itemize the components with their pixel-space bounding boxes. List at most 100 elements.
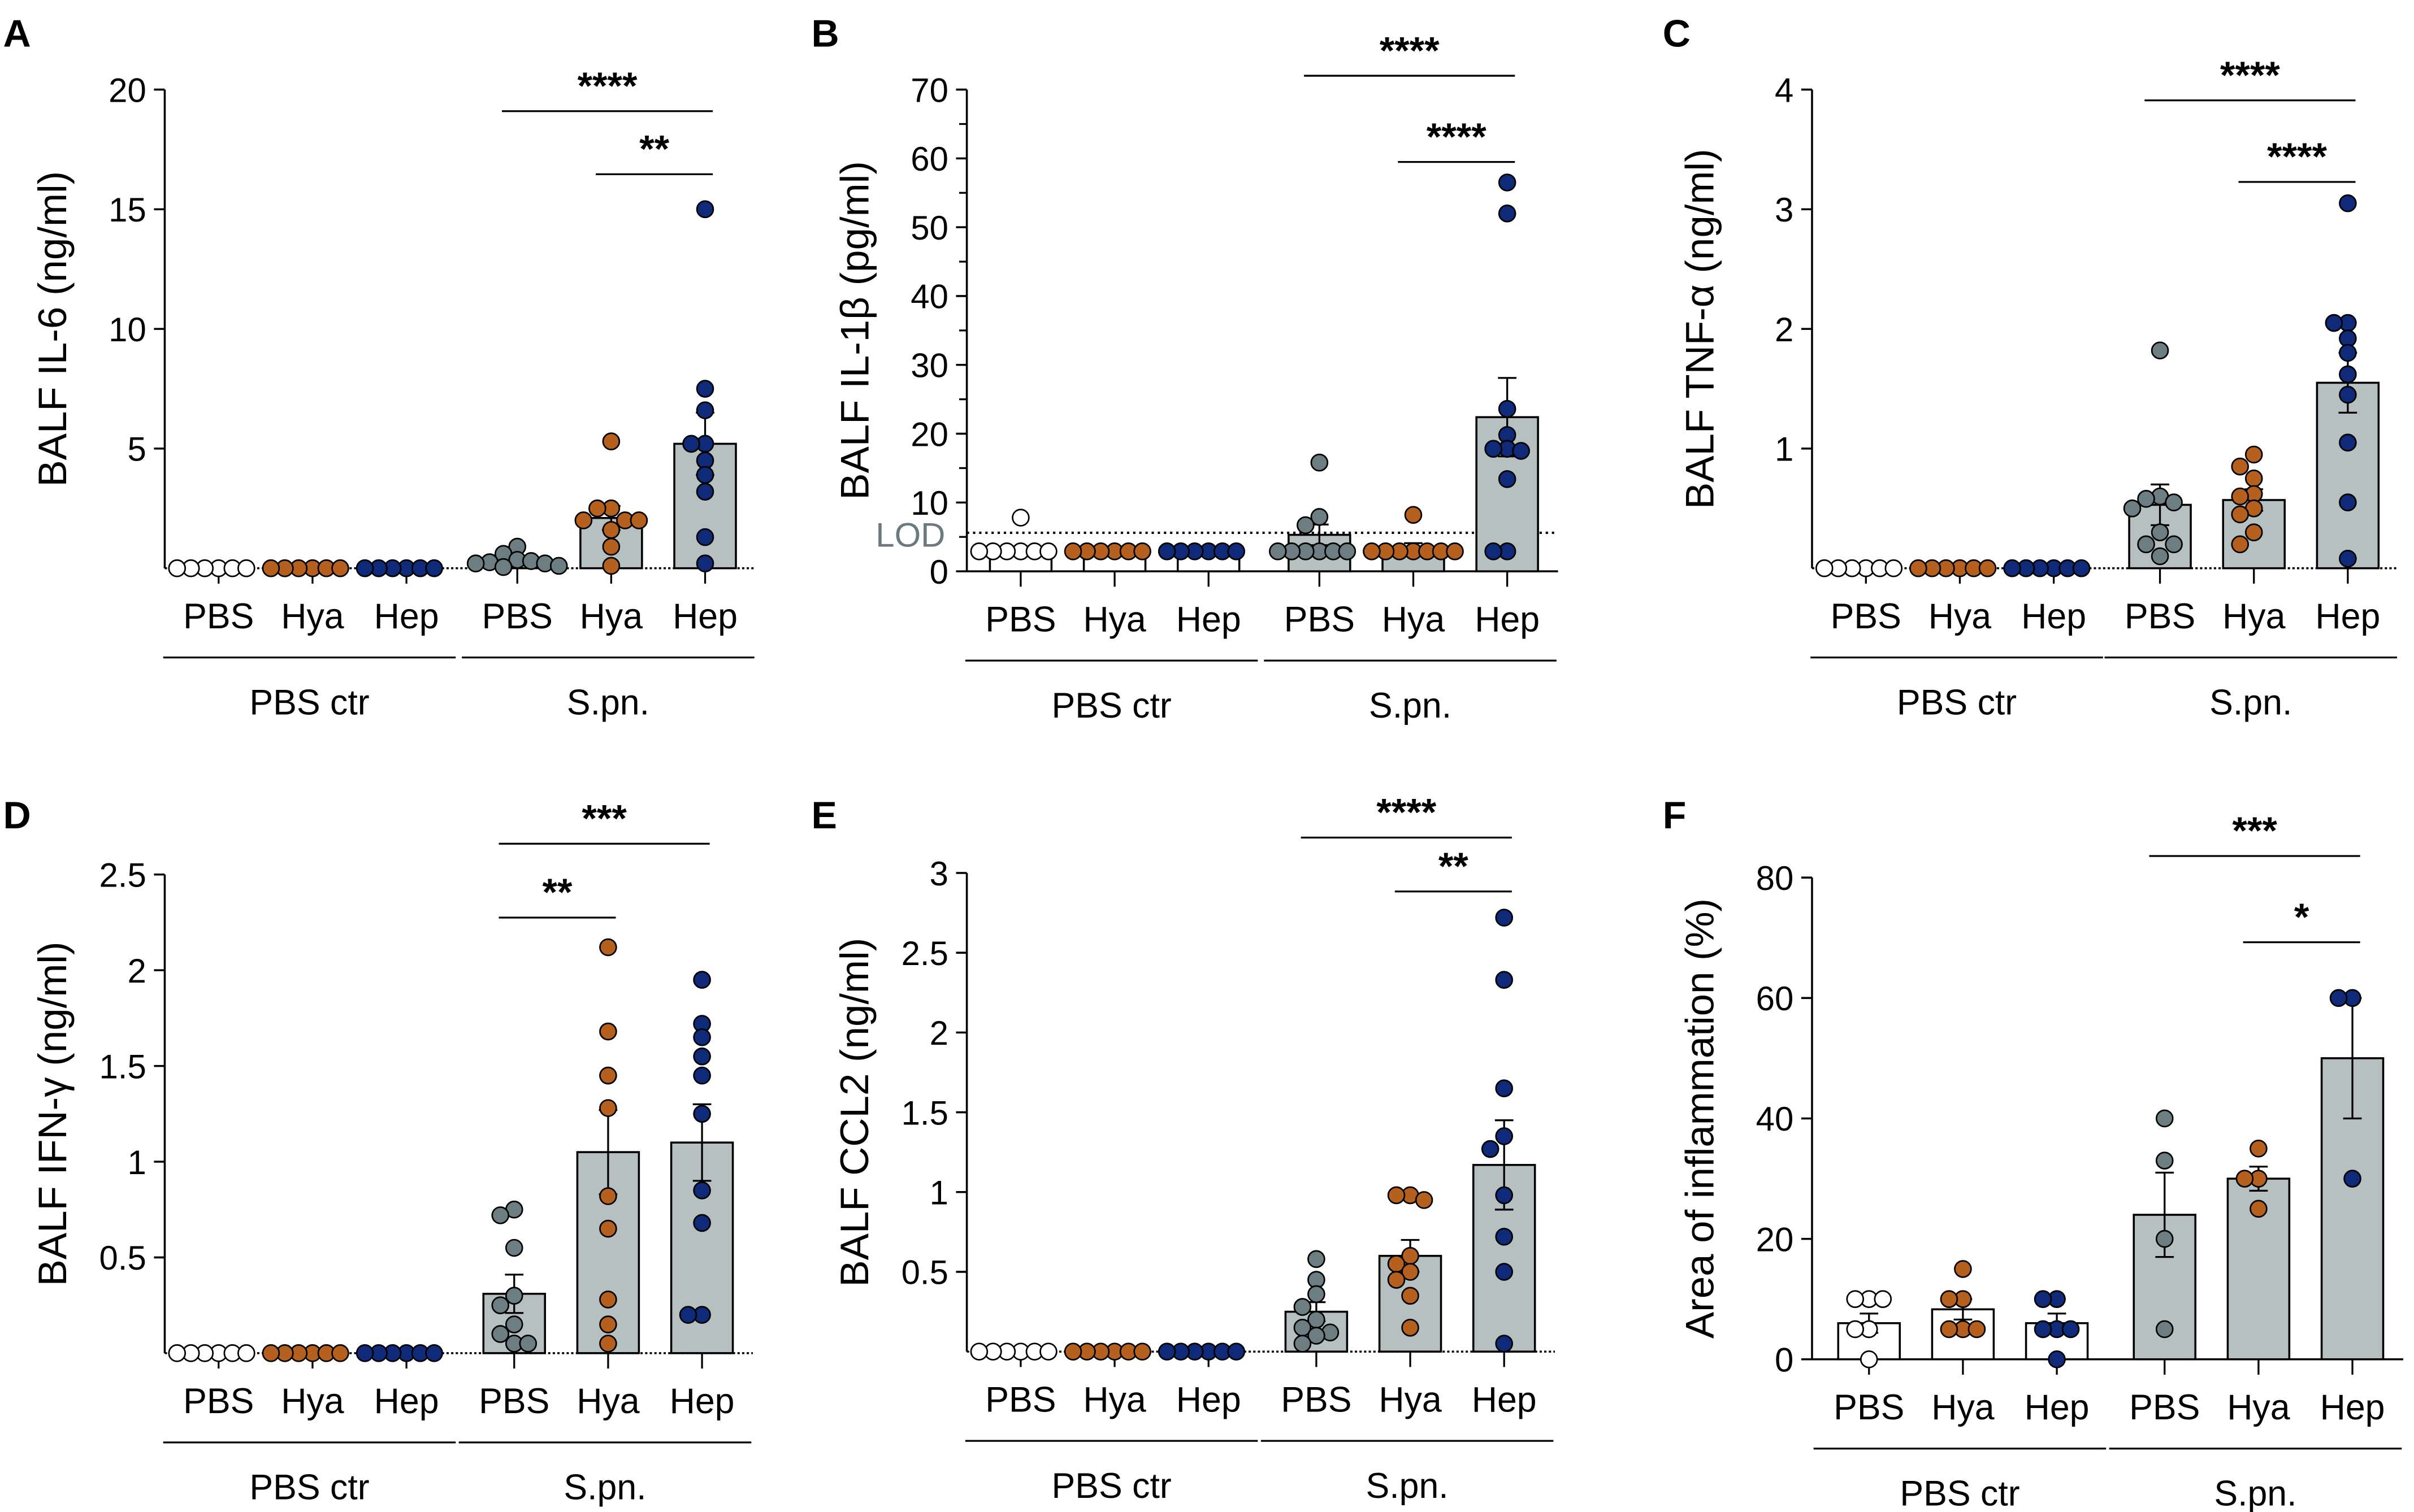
group-label: S.pn. — [567, 683, 649, 722]
y-tick-label: 2 — [930, 1014, 948, 1052]
y-tick-label: 20 — [911, 415, 948, 453]
significance-label: **** — [1380, 29, 1440, 72]
data-point — [1401, 1287, 1419, 1305]
panel-letter: A — [3, 12, 31, 55]
data-point — [237, 1344, 255, 1362]
data-point — [1498, 205, 1516, 223]
y-tick-label: 1 — [127, 1144, 146, 1181]
data-point — [1387, 1271, 1406, 1289]
y-tick-label: 5 — [127, 431, 146, 468]
data-point — [1338, 542, 1356, 561]
panel-d: D BALF IFN-γ (ng/ml) 0.5 1 1.5 2 2.5 PBS Hya Hep P… — [3, 794, 753, 1507]
category-label: PBS — [1834, 1388, 1904, 1427]
data-point — [2339, 194, 2357, 212]
y-tick-label: 1.5 — [902, 1094, 948, 1132]
data-point — [1404, 506, 1423, 524]
data-point — [491, 1325, 510, 1343]
category-label: PBS — [482, 597, 553, 636]
data-point — [1064, 542, 1082, 561]
y-tick-label: 1.5 — [99, 1048, 146, 1085]
data-point — [1954, 1260, 1972, 1278]
data-point — [696, 554, 714, 573]
data-point — [2339, 493, 2357, 512]
significance-label: **** — [2267, 135, 2327, 178]
panel-letter: E — [811, 794, 837, 837]
data-point — [599, 1315, 617, 1333]
data-point — [2165, 535, 2183, 554]
data-point — [2339, 365, 2357, 384]
category-label: Hya — [580, 597, 643, 636]
data-point — [693, 1028, 711, 1046]
data-point — [505, 1315, 523, 1333]
group-label: PBS ctr — [1897, 683, 2017, 722]
y-tick-label: 0.5 — [902, 1254, 948, 1292]
y-axis-label: Area of inflammation (%) — [1678, 898, 1723, 1339]
data-point — [1495, 1263, 1514, 1281]
data-point — [2244, 445, 2263, 464]
y-tick-label: 4 — [1775, 71, 1793, 109]
bar — [2316, 381, 2380, 570]
data-point — [549, 557, 568, 575]
group-label: S.pn. — [1366, 1466, 1448, 1506]
data-point — [1310, 508, 1329, 526]
category-label: Hep — [2021, 597, 2086, 636]
data-point — [1307, 1250, 1325, 1268]
category-label: Hya — [2222, 597, 2286, 636]
data-point — [1860, 1350, 1878, 1368]
data-point — [1495, 1186, 1514, 1205]
data-point — [262, 559, 280, 577]
y-tick-label: 40 — [911, 278, 948, 316]
category-label: Hya — [1083, 1380, 1146, 1419]
data-point — [2339, 385, 2357, 404]
data-point — [1133, 1342, 1151, 1361]
data-point — [630, 511, 648, 529]
data-point — [1815, 559, 1834, 577]
data-point — [2155, 1320, 2174, 1339]
category-label: PBS — [985, 1380, 1056, 1419]
data-point — [1940, 1320, 1958, 1339]
data-point — [2151, 341, 2169, 360]
category-label: Hep — [1472, 1380, 1537, 1419]
data-point — [1039, 542, 1058, 561]
significance-label: ** — [639, 128, 669, 171]
data-point — [505, 1287, 523, 1305]
category-label: Hep — [1176, 599, 1241, 639]
data-point — [696, 483, 714, 501]
y-tick-label: 10 — [109, 311, 146, 349]
y-tick-label: 2 — [1775, 311, 1793, 349]
category-label: Hya — [1928, 597, 1992, 636]
y-tick-label: 30 — [911, 347, 948, 385]
data-point — [2151, 523, 2169, 541]
data-point — [1512, 442, 1530, 460]
data-point — [1446, 542, 1464, 561]
data-point — [491, 1296, 510, 1314]
data-point — [2061, 1320, 2080, 1339]
data-point — [425, 559, 443, 577]
data-point — [2137, 535, 2155, 554]
data-point — [1495, 1335, 1514, 1353]
data-point — [693, 1066, 711, 1085]
y-axis-label: BALF CCL2 (ng/ml) — [833, 938, 877, 1287]
data-point — [2250, 1200, 2268, 1218]
y-tick-label: 2.5 — [902, 935, 948, 972]
data-point — [356, 559, 374, 577]
significance-label: **** — [1376, 791, 1436, 834]
significance-label: **** — [1427, 115, 1486, 158]
data-point — [505, 1239, 523, 1257]
y-tick-label: 80 — [1756, 859, 1794, 897]
data-point — [970, 542, 989, 561]
data-point — [693, 1105, 711, 1123]
significance-label: ** — [543, 871, 573, 914]
significance-label: *** — [582, 797, 627, 840]
y-tick-label: 15 — [109, 191, 146, 229]
data-point — [1293, 1298, 1312, 1316]
data-point — [2339, 433, 2357, 452]
data-point — [2329, 989, 2348, 1007]
data-point — [1415, 1191, 1433, 1209]
data-point — [168, 1344, 187, 1362]
y-tick-label: 2 — [127, 952, 146, 990]
data-point — [696, 200, 714, 219]
panel-c: C BALF TNF-α (ng/ml) 1 2 3 4 PBS Hya Hep PBS Hya He… — [1663, 12, 2399, 722]
data-point — [1874, 1290, 1892, 1308]
y-tick-label: 3 — [930, 855, 948, 893]
